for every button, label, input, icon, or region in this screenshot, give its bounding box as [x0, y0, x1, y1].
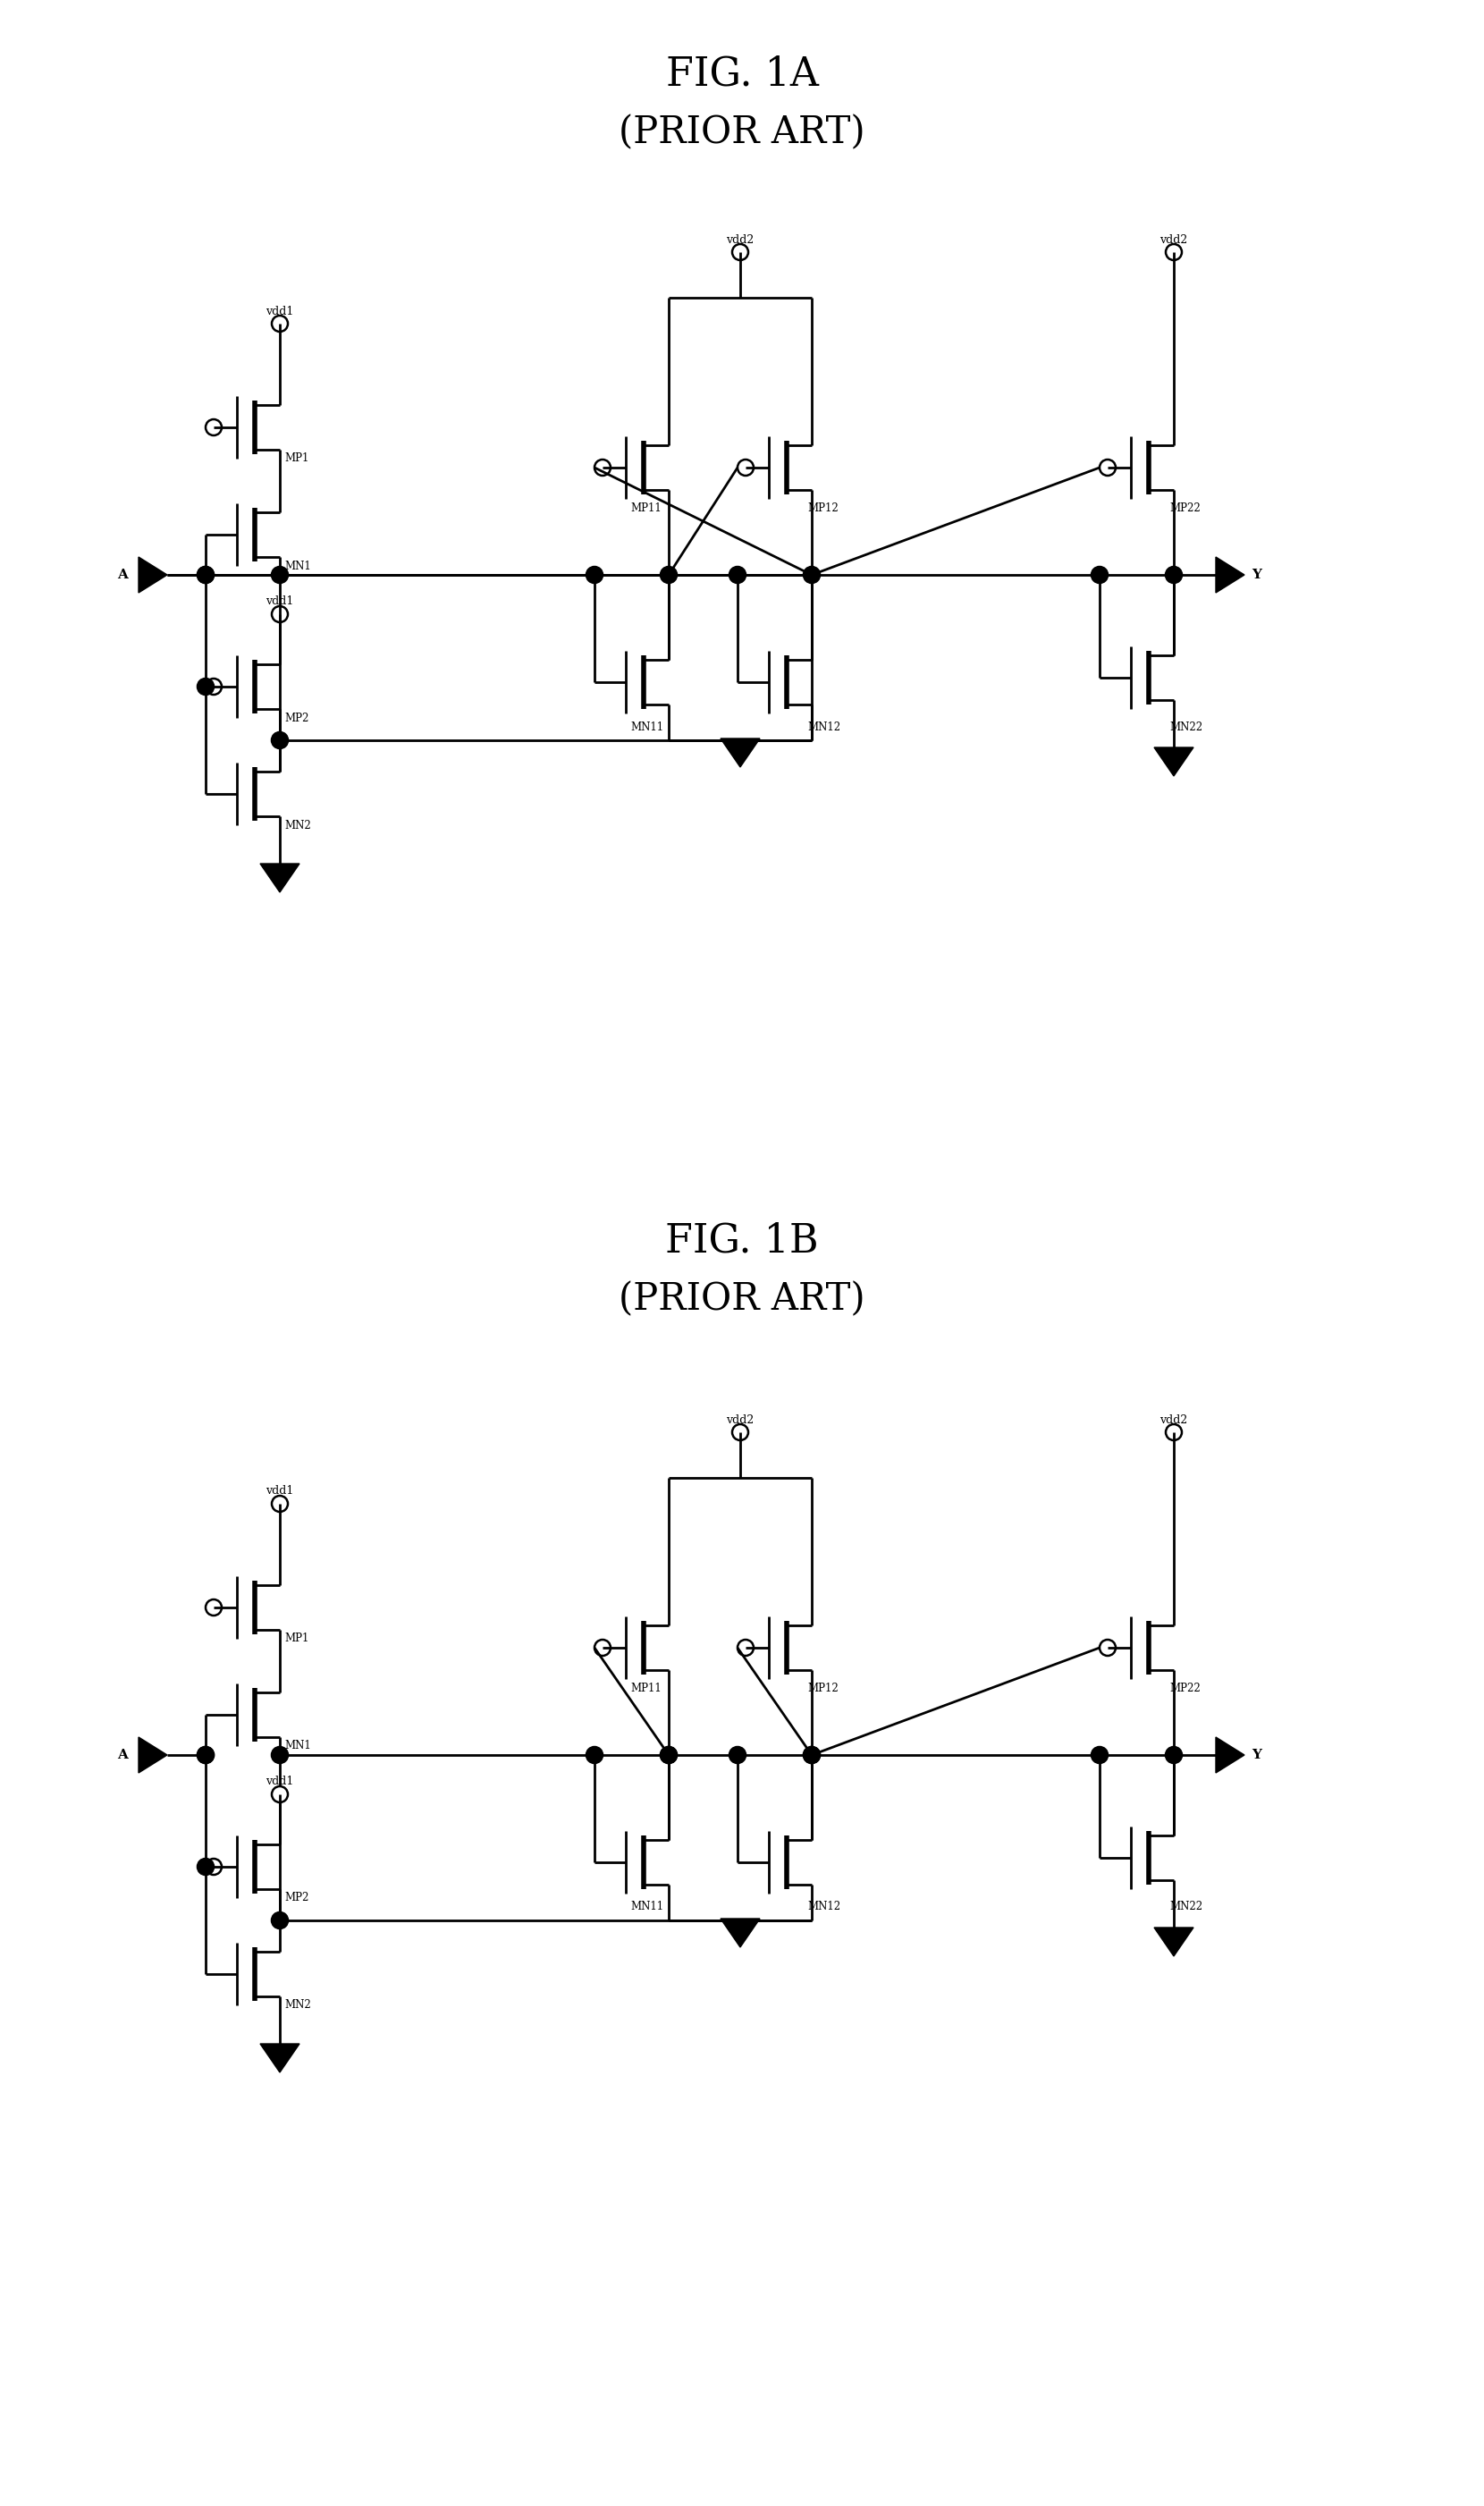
Text: vdd2: vdd2 — [1160, 233, 1187, 246]
Text: vdd1: vdd1 — [266, 1486, 294, 1496]
Text: FIG. 1A: FIG. 1A — [665, 55, 819, 93]
Text: Y: Y — [1251, 1749, 1261, 1762]
Circle shape — [197, 679, 214, 694]
Circle shape — [197, 566, 214, 584]
Text: MP2: MP2 — [285, 712, 309, 724]
Text: (PRIOR ART): (PRIOR ART) — [619, 1281, 865, 1318]
Text: MN1: MN1 — [285, 561, 310, 571]
Text: MP11: MP11 — [631, 501, 662, 514]
Circle shape — [197, 1747, 214, 1764]
Polygon shape — [1155, 747, 1193, 777]
Circle shape — [804, 1747, 819, 1764]
Polygon shape — [1155, 1927, 1193, 1957]
Text: vdd1: vdd1 — [266, 1777, 294, 1787]
Text: A: A — [117, 1749, 128, 1762]
Circle shape — [660, 1747, 677, 1764]
Polygon shape — [1215, 556, 1245, 594]
Circle shape — [804, 566, 819, 584]
Circle shape — [197, 566, 214, 584]
Text: MP12: MP12 — [807, 1682, 838, 1694]
Circle shape — [730, 1747, 745, 1764]
Polygon shape — [721, 1920, 760, 1947]
Text: MN2: MN2 — [285, 819, 310, 832]
Text: MP12: MP12 — [807, 501, 838, 514]
Text: vdd2: vdd2 — [726, 1413, 754, 1426]
Text: MP22: MP22 — [1169, 501, 1201, 514]
Text: MN22: MN22 — [1169, 722, 1202, 732]
Circle shape — [272, 1912, 288, 1930]
Circle shape — [804, 1747, 819, 1764]
Text: MN2: MN2 — [285, 2000, 310, 2012]
Text: MN12: MN12 — [807, 722, 840, 732]
Circle shape — [1166, 566, 1181, 584]
Text: MN22: MN22 — [1169, 1902, 1202, 1912]
Circle shape — [730, 566, 745, 584]
Circle shape — [1166, 1747, 1181, 1764]
Circle shape — [660, 566, 677, 584]
Circle shape — [1092, 1747, 1107, 1764]
Text: FIG. 1B: FIG. 1B — [665, 1220, 819, 1261]
Circle shape — [197, 1859, 214, 1874]
Text: MN11: MN11 — [631, 722, 663, 732]
Circle shape — [272, 566, 288, 584]
Text: MP1: MP1 — [285, 454, 309, 464]
Text: (PRIOR ART): (PRIOR ART) — [619, 113, 865, 150]
Polygon shape — [260, 865, 300, 892]
Circle shape — [272, 1747, 288, 1764]
Polygon shape — [138, 1737, 168, 1772]
Text: MP11: MP11 — [631, 1682, 662, 1694]
Text: A: A — [117, 569, 128, 581]
Polygon shape — [138, 556, 168, 594]
Circle shape — [586, 566, 603, 584]
Text: vdd2: vdd2 — [726, 233, 754, 246]
Polygon shape — [1215, 1737, 1245, 1772]
Circle shape — [660, 1747, 677, 1764]
Polygon shape — [260, 2045, 300, 2072]
Circle shape — [272, 732, 288, 749]
Text: vdd1: vdd1 — [266, 596, 294, 606]
Circle shape — [197, 1747, 214, 1764]
Polygon shape — [721, 739, 760, 767]
Text: MP22: MP22 — [1169, 1682, 1201, 1694]
Text: vdd2: vdd2 — [1160, 1413, 1187, 1426]
Text: MP2: MP2 — [285, 1892, 309, 1905]
Text: MN1: MN1 — [285, 1739, 310, 1752]
Circle shape — [1092, 566, 1107, 584]
Text: MN12: MN12 — [807, 1902, 840, 1912]
Circle shape — [586, 1747, 603, 1764]
Text: Y: Y — [1251, 569, 1261, 581]
Text: vdd1: vdd1 — [266, 306, 294, 316]
Text: MP1: MP1 — [285, 1634, 309, 1644]
Text: MN11: MN11 — [631, 1902, 663, 1912]
